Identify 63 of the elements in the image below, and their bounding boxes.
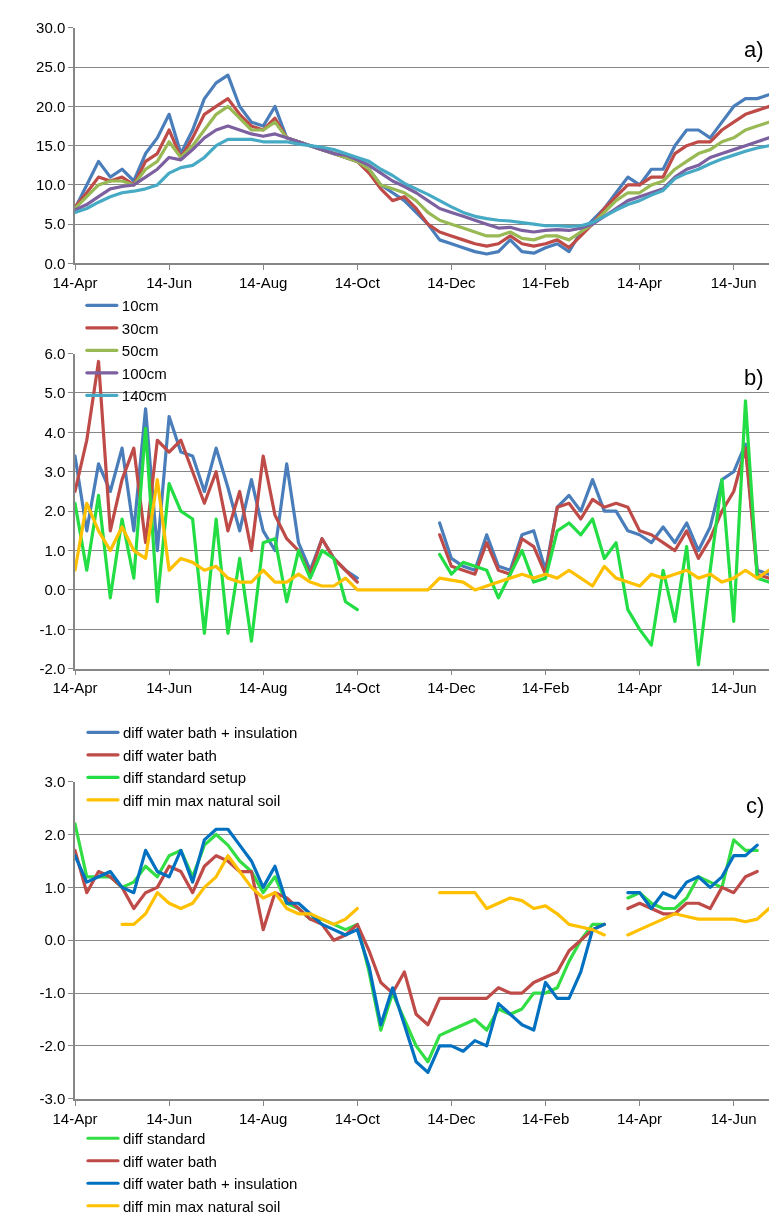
y-tick-label: 3.0 xyxy=(44,772,66,790)
x-tick-label: 14-Aug xyxy=(239,274,288,292)
x-tick-label: 14-Apr xyxy=(52,1109,98,1127)
y-tick-label: 2.0 xyxy=(44,502,66,520)
x-tick-label: 14-Oct xyxy=(334,274,381,292)
x-tick-label: 14-Feb xyxy=(521,679,570,697)
x-tick-label: 14-Jun xyxy=(710,1109,757,1127)
y-tick-label: 0.0 xyxy=(44,581,66,599)
x-tick-label: 14-Oct xyxy=(334,1109,381,1127)
y-tick-label: 3.0 xyxy=(44,463,66,481)
legend-label: 140cm xyxy=(121,387,167,405)
annotation: a) xyxy=(744,37,764,62)
x-tick-label: 14-Jun xyxy=(146,1109,193,1127)
legend-label: diff min max natural soil xyxy=(122,791,281,809)
x-tick-label: 14-Aug xyxy=(239,679,288,697)
annotation: c) xyxy=(746,793,765,818)
y-tick-label: 5.0 xyxy=(44,215,66,233)
x-tick-label: 14-Jun xyxy=(710,679,757,697)
legend-label: 30cm xyxy=(121,319,159,337)
y-tick-label: -1.0 xyxy=(39,620,66,638)
y-tick-label: 5.0 xyxy=(44,384,66,402)
legend-label: diff water bath xyxy=(122,1152,217,1170)
legend-label: 100cm xyxy=(121,364,167,382)
x-tick-label: 14-Jun xyxy=(710,274,757,292)
legend-label: diff standard xyxy=(122,1130,206,1148)
x-tick-label: 14-Jun xyxy=(146,679,193,697)
legend-label: 10cm xyxy=(121,297,159,315)
x-tick-label: 14-Feb xyxy=(521,1109,570,1127)
legend-label: diff water bath xyxy=(122,746,217,764)
x-tick-label: 14-Dec xyxy=(427,679,477,697)
y-tick-label: 4.0 xyxy=(44,423,66,441)
y-tick-label: -3.0 xyxy=(39,1090,66,1107)
x-tick-label: 14-Jun xyxy=(146,274,193,292)
y-tick-label: 6.0 xyxy=(44,344,66,362)
legend-label: 50cm xyxy=(121,342,159,360)
y-tick-label: 30.0 xyxy=(36,19,66,37)
legend-label: diff water bath + insulation xyxy=(122,1175,298,1193)
x-tick-label: 14-Apr xyxy=(617,679,663,697)
x-tick-label: 14-Oct xyxy=(334,679,381,697)
y-tick-label: 20.0 xyxy=(36,97,66,115)
x-tick-label: 14-Dec xyxy=(427,1109,477,1127)
x-tick-label: 14-Apr xyxy=(52,679,98,697)
y-tick-label: 15.0 xyxy=(36,136,66,154)
y-tick-label: -1.0 xyxy=(39,984,66,1002)
legend-label: diff min max natural soil xyxy=(122,1197,281,1215)
y-tick-label: -2.0 xyxy=(39,659,66,677)
x-tick-label: 14-Feb xyxy=(521,274,570,292)
y-tick-label: 1.0 xyxy=(44,541,66,559)
y-tick-label: 0.0 xyxy=(44,254,66,272)
y-tick-label: -2.0 xyxy=(39,1037,66,1055)
y-tick-label: 0.0 xyxy=(44,931,66,949)
annotation: b) xyxy=(744,365,764,390)
legend-label: diff water bath + insulation xyxy=(122,724,298,742)
y-tick-label: 25.0 xyxy=(36,58,66,76)
x-tick-label: 14-Aug xyxy=(239,1109,288,1127)
legend-label: diff standard setup xyxy=(122,769,247,787)
x-tick-label: 14-Apr xyxy=(617,1109,663,1127)
y-tick-label: 2.0 xyxy=(44,825,66,843)
y-tick-label: 10.0 xyxy=(36,176,66,194)
x-tick-label: 14-Apr xyxy=(52,274,98,292)
y-tick-label: 1.0 xyxy=(44,878,66,896)
x-tick-label: 14-Apr xyxy=(617,274,663,292)
x-tick-label: 14-Dec xyxy=(427,274,477,292)
